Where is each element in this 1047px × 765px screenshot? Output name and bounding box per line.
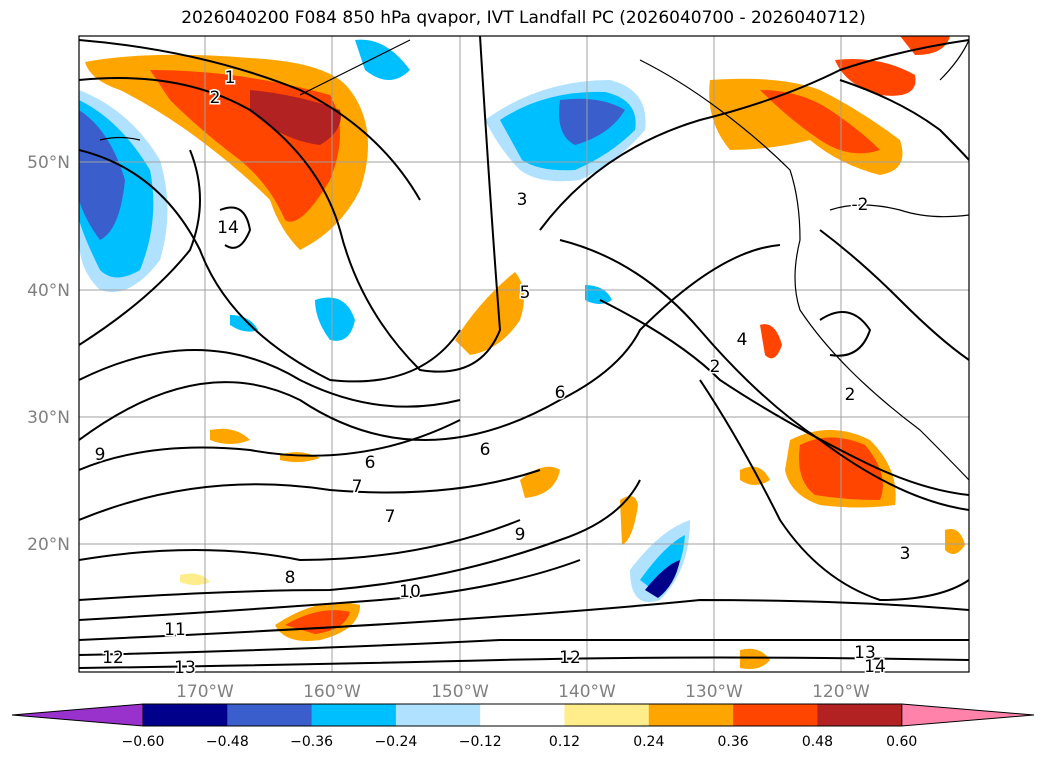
colorbar-segment bbox=[311, 704, 397, 726]
colorbar-segment bbox=[143, 704, 228, 726]
colorbar-segment bbox=[564, 704, 650, 726]
contour-label: 6 bbox=[480, 440, 491, 460]
coastlines bbox=[99, 39, 969, 481]
colorbar-extend-high bbox=[901, 703, 1035, 727]
colorbar-segment bbox=[480, 704, 565, 726]
contour-label: 10 bbox=[399, 582, 421, 602]
colorbar-segment bbox=[733, 704, 818, 726]
colorbar-tick-label: −0.24 bbox=[374, 734, 417, 750]
contour-label: 2 bbox=[710, 357, 721, 377]
ivt-contours bbox=[79, 36, 969, 669]
contour-label: 9 bbox=[515, 525, 526, 545]
contour-label: 3 bbox=[900, 544, 911, 564]
colorbar-tick-label: 0.36 bbox=[718, 734, 749, 750]
colorbar-segment bbox=[648, 704, 734, 726]
colorbar-tick-label: 0.60 bbox=[886, 734, 917, 750]
contour-label: 14 bbox=[864, 657, 886, 677]
contour-label: 12 bbox=[102, 648, 124, 668]
contour-label: 5 bbox=[520, 283, 531, 303]
colorbar-tick-label: −0.12 bbox=[459, 734, 502, 750]
colorbar-segment bbox=[227, 704, 313, 726]
colorbar-tick-label: −0.36 bbox=[290, 734, 333, 750]
lon-tick-label: 160°W bbox=[303, 682, 361, 702]
colorbar-outline bbox=[142, 703, 903, 727]
colorbar-tick-label: 0.12 bbox=[549, 734, 580, 750]
colorbar-extend-low bbox=[11, 703, 144, 727]
contour-label: 3 bbox=[517, 190, 528, 210]
longitude-ticks: 170°W 160°W 150°W 140°W 130°W 120°W bbox=[176, 682, 870, 702]
lat-tick-label: 50°N bbox=[27, 153, 70, 173]
contour-label: 9 bbox=[95, 445, 106, 465]
colorbar-tick-label: −0.48 bbox=[206, 734, 249, 750]
lon-tick-label: 140°W bbox=[558, 682, 616, 702]
contour-label: 2 bbox=[210, 88, 221, 108]
contour-label: 13 bbox=[174, 658, 196, 678]
lon-tick-label: 120°W bbox=[812, 682, 870, 702]
lat-tick-label: 40°N bbox=[27, 281, 70, 301]
contour-label: 7 bbox=[352, 477, 363, 497]
colorbar-tick-label: 0.24 bbox=[633, 734, 664, 750]
contour-label: 4 bbox=[737, 330, 748, 350]
colorbar-segment bbox=[817, 704, 903, 726]
latitude-ticks: 50°N 40°N 30°N 20°N bbox=[27, 153, 70, 555]
map-border bbox=[78, 35, 970, 673]
contour-label: 12 bbox=[559, 648, 581, 668]
lon-tick-label: 170°W bbox=[176, 682, 234, 702]
contour-label: 6 bbox=[365, 453, 376, 473]
contour-label: 11 bbox=[164, 620, 186, 640]
lon-tick-label: 150°W bbox=[431, 682, 489, 702]
contour-label: 7 bbox=[385, 507, 396, 527]
contour-label: -2 bbox=[852, 195, 869, 215]
contour-label: 6 bbox=[555, 383, 566, 403]
colorbar-segment bbox=[395, 704, 481, 726]
lon-tick-label: 130°W bbox=[685, 682, 743, 702]
map-title: 2026040200 F084 850 hPa qvapor, IVT Land… bbox=[181, 8, 866, 28]
colorbar-tick-label: −0.60 bbox=[122, 734, 165, 750]
contour-label: 13 bbox=[854, 643, 876, 663]
lat-tick-label: 20°N bbox=[27, 535, 70, 555]
lat-tick-label: 30°N bbox=[27, 408, 70, 428]
colorbar: −0.60 −0.48 −0.36 −0.24 −0.12 0.12 0.24 0.36 0.4… bbox=[11, 703, 1035, 750]
contour-label: 1 bbox=[225, 68, 236, 88]
contour-label: 14 bbox=[217, 218, 239, 238]
colorbar-tick-label: 0.48 bbox=[802, 734, 833, 750]
contour-label: 2 bbox=[845, 385, 856, 405]
contour-label: 8 bbox=[285, 568, 296, 588]
